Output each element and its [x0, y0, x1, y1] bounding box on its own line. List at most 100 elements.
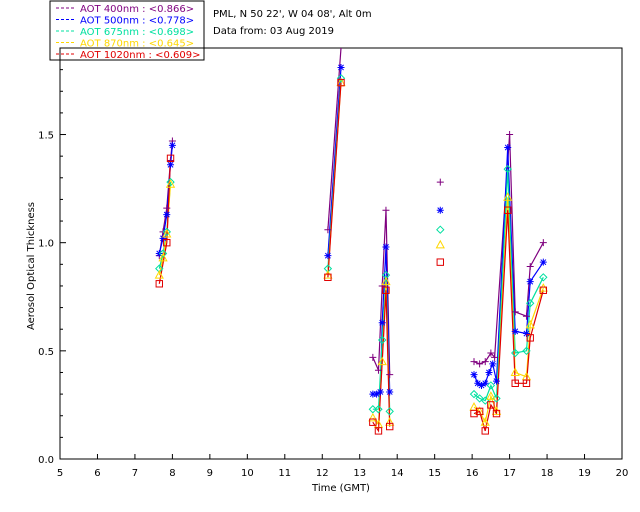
data-point — [337, 63, 345, 71]
legend-box — [49, 0, 205, 61]
series-line — [473, 134, 544, 365]
data-point — [377, 356, 387, 366]
data-point — [538, 283, 548, 292]
data-point — [470, 409, 478, 418]
data-point — [166, 177, 175, 187]
data-point — [480, 417, 490, 426]
data-point — [378, 335, 387, 345]
data-point — [522, 330, 530, 338]
data-point — [382, 243, 390, 251]
data-point — [491, 353, 499, 361]
data-point — [168, 141, 176, 149]
x-tick-label: 11 — [278, 468, 291, 479]
data-point — [526, 262, 534, 270]
data-point — [491, 406, 502, 415]
x-axis-label: Time (GMT) — [311, 483, 370, 494]
data-point — [522, 346, 531, 356]
data-point — [374, 405, 383, 414]
data-point — [526, 334, 534, 342]
data-point — [436, 206, 444, 214]
data-point — [492, 377, 500, 385]
data-point — [511, 348, 520, 358]
data-point — [162, 228, 172, 238]
x-tick-label: 10 — [241, 468, 254, 479]
data-point — [436, 258, 444, 266]
data-point — [155, 280, 163, 288]
data-point — [486, 391, 496, 400]
data-point — [386, 388, 394, 396]
data-point — [525, 319, 535, 329]
legend-entry: AOT 1020nm : <0.609> — [80, 50, 200, 61]
series-markers — [154, 63, 548, 435]
x-tick-label: 17 — [503, 468, 516, 479]
axes: 5 6 7 8 9 10 11 12 13 14 15 16 17 18 19 20 0.0 0.5 1.0 1.5 — [38, 69, 629, 479]
y-tick-label: 1.0 — [38, 239, 54, 250]
data-point — [163, 204, 171, 212]
data-point — [539, 286, 548, 294]
data-point — [470, 371, 478, 379]
data-point — [539, 239, 547, 247]
data-point — [506, 131, 514, 139]
x-tick-label: 9 — [207, 468, 213, 479]
data-point — [385, 417, 395, 426]
data-point — [511, 308, 519, 316]
data-point — [485, 368, 493, 376]
series-line — [327, 47, 342, 230]
data-point — [159, 234, 167, 242]
x-tick-label: 8 — [169, 468, 175, 479]
legend: AOT 400nm : <0.866>AOT 500nm : <0.778> AO… — [49, 0, 205, 61]
data-point — [373, 390, 381, 398]
y-tick-label: 1.5 — [38, 131, 54, 142]
data-point — [163, 211, 171, 219]
series-line — [327, 82, 342, 278]
data-point — [324, 273, 332, 281]
legend-entry: AOT 400nm : <0.866> — [80, 4, 194, 15]
data-point — [478, 381, 485, 389]
y-tick-label: 0.5 — [38, 347, 54, 358]
data-point — [386, 371, 394, 379]
x-tick-label: 15 — [428, 468, 441, 479]
data-point — [163, 238, 171, 247]
data-point — [324, 252, 332, 260]
data-point — [165, 179, 176, 188]
data-point — [337, 78, 345, 87]
data-point — [167, 161, 175, 169]
data-point — [522, 312, 530, 320]
data-point — [487, 401, 495, 409]
x-tick-label: 20 — [616, 468, 629, 479]
x-tick-label: 12 — [316, 468, 329, 479]
data-point — [436, 225, 445, 234]
series-line — [473, 169, 544, 402]
data-point — [470, 358, 478, 366]
series-line — [473, 210, 544, 432]
data-point — [489, 360, 497, 368]
data-point — [162, 227, 171, 237]
series-lines — [158, 47, 544, 433]
data-point — [369, 418, 377, 426]
data-point — [386, 422, 394, 431]
data-point — [374, 366, 382, 374]
data-point — [503, 164, 512, 174]
data-point — [475, 407, 484, 416]
y-axis-label: Aerosol Optical Thickness — [26, 202, 37, 330]
data-point — [474, 379, 482, 387]
series-line — [327, 67, 342, 256]
data-point — [324, 226, 332, 234]
data-point — [525, 299, 535, 308]
data-point — [323, 270, 333, 279]
x-tick-label: 16 — [466, 468, 479, 479]
legend-entry: AOT 870nm : <0.645> — [80, 39, 194, 50]
data-point — [435, 239, 445, 249]
data-point — [481, 379, 489, 387]
data-point — [487, 349, 495, 357]
x-tick-label: 7 — [132, 468, 138, 479]
data-point — [374, 427, 383, 435]
data-point — [492, 409, 501, 418]
data-point — [476, 360, 484, 368]
legend-entry: AOT 500nm : <0.778> — [80, 16, 194, 27]
x-tick-label: 13 — [353, 468, 366, 479]
data-point — [503, 192, 513, 201]
data-point — [539, 273, 548, 282]
data-point — [486, 381, 496, 390]
